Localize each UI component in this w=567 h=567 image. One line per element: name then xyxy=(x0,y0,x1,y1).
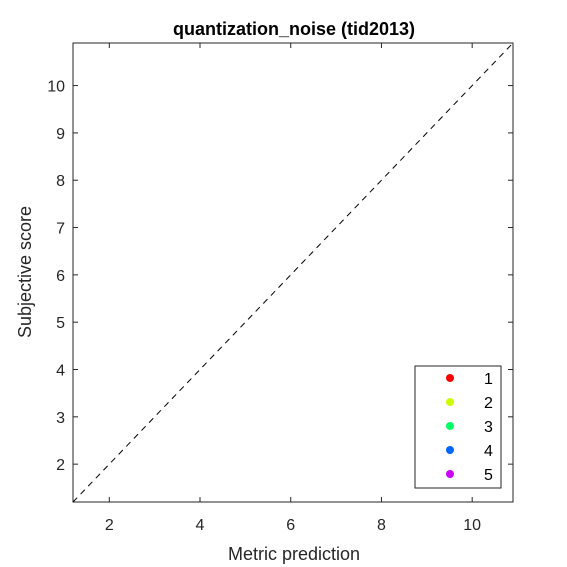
legend-label: 4 xyxy=(484,443,493,460)
x-tick-label: 6 xyxy=(286,517,295,534)
legend: 1 2 3 4 5 xyxy=(414,365,502,489)
x-axis-label: Metric prediction xyxy=(228,544,360,564)
legend-label: 2 xyxy=(484,395,493,412)
y-axis-ticks: 2 3 4 5 6 7 8 9 10 xyxy=(47,79,513,474)
y-tick-label: 3 xyxy=(56,410,65,427)
y-tick-label: 4 xyxy=(56,363,65,380)
legend-marker xyxy=(446,374,454,382)
legend-marker xyxy=(446,398,454,406)
identity-reference-line xyxy=(72,42,514,503)
legend-box xyxy=(414,365,502,489)
chart-title: quantization_noise (tid2013) xyxy=(173,19,415,39)
legend-label: 5 xyxy=(484,467,493,484)
legend-marker xyxy=(446,446,454,454)
y-tick-label: 2 xyxy=(56,457,65,474)
legend-marker xyxy=(446,470,454,478)
y-tick-label: 9 xyxy=(56,126,65,143)
x-tick-label: 10 xyxy=(463,517,481,534)
y-tick-label: 8 xyxy=(56,173,65,190)
y-axis-label: Subjective score xyxy=(15,206,35,338)
legend-marker xyxy=(446,422,454,430)
x-tick-label: 8 xyxy=(377,517,386,534)
y-tick-label: 6 xyxy=(56,268,65,285)
x-axis-ticks: 2 4 6 8 10 xyxy=(105,43,481,534)
y-tick-label: 10 xyxy=(47,79,65,96)
y-tick-label: 7 xyxy=(56,221,65,238)
x-tick-label: 4 xyxy=(196,517,205,534)
y-tick-label: 5 xyxy=(56,315,65,332)
legend-label: 1 xyxy=(484,371,493,388)
x-tick-label: 2 xyxy=(105,517,114,534)
plot-area: 2 4 6 8 10 2 3 4 5 6 7 8 9 10 xyxy=(47,42,514,534)
legend-label: 3 xyxy=(484,419,493,436)
